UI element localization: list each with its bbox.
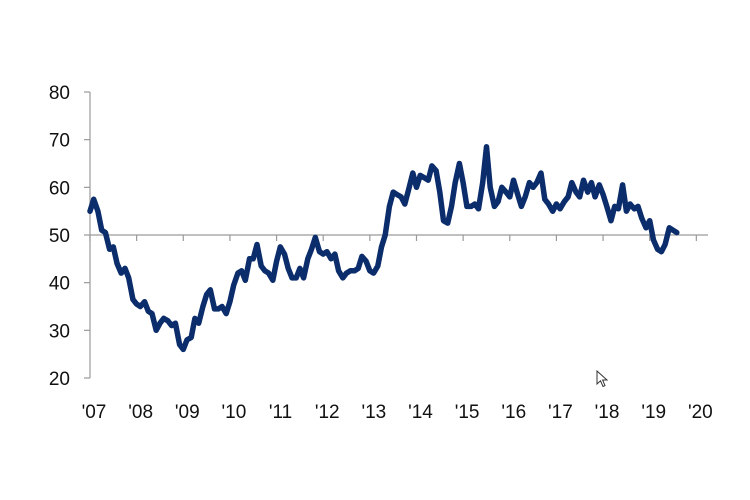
x-tick-label: '07	[82, 402, 107, 423]
x-tick-label: '17	[548, 402, 573, 423]
y-tick-label: 70	[49, 131, 70, 152]
x-tick-label: '14	[408, 402, 433, 423]
x-tick-label: '12	[315, 402, 340, 423]
mouse-cursor-icon	[596, 370, 609, 388]
x-tick-label: '16	[501, 402, 526, 423]
y-tick-label: 30	[49, 321, 70, 342]
x-tick-label: '08	[128, 402, 153, 423]
y-tick-label: 50	[49, 226, 70, 247]
y-tick-label: 20	[49, 369, 70, 390]
x-tick-label: '18	[595, 402, 620, 423]
x-tick-label: '10	[222, 402, 247, 423]
y-tick-label: 80	[49, 83, 70, 104]
x-tick-label: '19	[641, 402, 666, 423]
x-tick-label: '11	[269, 402, 292, 423]
y-tick-label: 40	[49, 274, 70, 295]
y-axis-tick-labels: 20 30 40 50 60 70 80	[49, 83, 70, 390]
axes	[84, 91, 708, 379]
series-group	[87, 144, 680, 353]
y-tick-label: 60	[49, 178, 70, 199]
series-line	[87, 144, 680, 353]
x-tick-label: '20	[688, 402, 713, 423]
x-axis-tick-labels: '07 '08 '09 '10 '11 '12 '13 '14 '15 '16 '17 '18 '19 '…	[82, 402, 713, 423]
x-tick-label: '09	[175, 402, 200, 423]
x-tick-label: '15	[455, 402, 480, 423]
x-tick-label: '13	[361, 402, 386, 423]
